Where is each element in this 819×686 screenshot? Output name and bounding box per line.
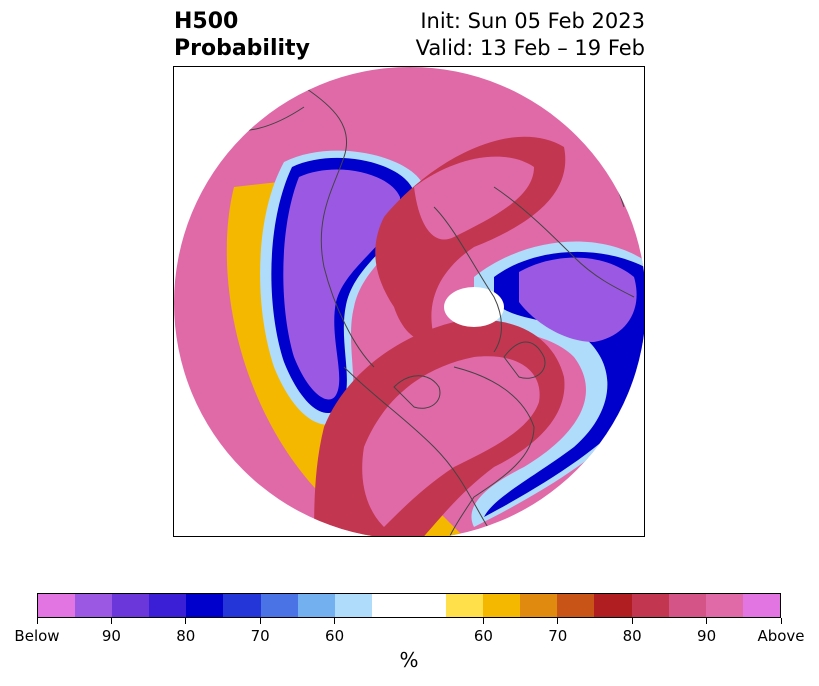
variable-title: H500 [174,9,239,34]
coastlines [213,86,635,536]
colorbar-segment [260,594,298,617]
colorbar-tick-label: 60 [473,627,493,645]
coastline-north-america-west [343,366,495,536]
colorbar-tick-label: Above [757,627,805,645]
colorbar-segment [371,594,409,617]
colorbar-segment [446,594,484,617]
colorbar-tick-label: 70 [250,627,270,645]
neutral-zone [444,287,504,327]
colorbar-segment [483,594,521,617]
colorbar-tick [631,618,633,624]
colorbar-tick-label: 60 [325,627,345,645]
colorbar-tick-label: 70 [548,627,568,645]
colorbar-tick [482,618,484,624]
valid-range: Valid: 13 Feb – 19 Feb [415,36,645,60]
colorbar-tick [36,618,38,624]
colorbar-segment [186,594,224,617]
colorbar-segment [149,594,187,617]
trough-west-center [283,169,401,400]
colorbar-segment [112,594,150,617]
colorbar-segment [223,594,261,617]
colorbar-segment [742,594,780,617]
map-canvas [174,67,644,536]
colorbar-segment [557,594,595,617]
product-title: Probability [174,36,310,61]
colorbar-segment [334,594,372,617]
coastline-asia [303,86,375,368]
colorbar-tick [557,618,559,624]
colorbar-segment [520,594,558,617]
coastline-arctic [433,206,502,353]
coastline-europe [493,186,635,298]
colorbar-tick [185,618,187,624]
colorbar-tick [259,618,261,624]
colorbar-tick [780,618,782,624]
coastline-north-america-east [448,366,535,536]
colorbar-segment [38,594,76,617]
coastline-archipelago [393,375,441,409]
probability-field [174,67,644,536]
colorbar-unit: % [399,648,419,672]
colorbar-segment [631,594,669,617]
init-date: Init: Sun 05 Feb 2023 [420,9,645,33]
colorbar-tick-label: 90 [697,627,717,645]
coastline-greenland [503,341,546,379]
colorbar-tick-label: 80 [622,627,642,645]
colorbar-tick-label: Below [14,627,60,645]
colorbar-segment [408,594,447,617]
colorbar-segment [594,594,632,617]
colorbar-segment [297,594,335,617]
colorbar-segment [705,594,743,617]
trough-east-center [519,257,637,342]
colorbar-tick [110,618,112,624]
colorbar-segment [668,594,706,617]
plot-title-right: Init: Sun 05 Feb 2023 Valid: 13 Feb – 19… [416,8,645,62]
colorbar-tick-label: 80 [176,627,196,645]
colorbar-tick-label: 90 [101,627,121,645]
colorbar-tick [706,618,708,624]
colorbar [37,593,781,618]
colorbar-segment [75,594,113,617]
plot-title-left: H500 Probability [174,8,310,62]
probability-map [173,66,645,537]
colorbar-tick [334,618,336,624]
